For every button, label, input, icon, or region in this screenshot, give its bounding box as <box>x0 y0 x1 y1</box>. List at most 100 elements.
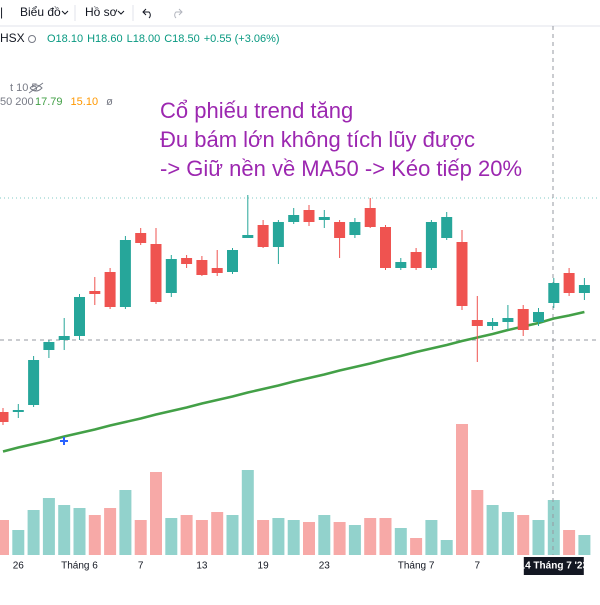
candle-body <box>211 268 223 273</box>
toolbar <box>0 0 600 26</box>
volume-bar <box>563 530 576 555</box>
x-tick-label: 23 <box>319 561 331 572</box>
volume-bar <box>425 520 438 555</box>
volume-bar <box>410 538 423 555</box>
volume-bar <box>364 518 377 555</box>
x-tick-label: 14 Tháng 7 '23 <box>520 561 589 572</box>
volume-bar <box>0 520 9 555</box>
x-tick-label: 13 <box>196 561 208 572</box>
candle-body <box>28 360 40 405</box>
candle-body <box>89 291 101 294</box>
ohlc-value: L18.00 <box>127 33 161 45</box>
ohlc-value: C18.50 <box>164 33 199 45</box>
x-tick-label: 7 <box>138 561 144 572</box>
volume-bar <box>287 520 300 555</box>
volume-bar <box>440 540 453 555</box>
x-tick-label: 19 <box>258 561 270 572</box>
annotation: Cổ phiếu trend tăng <box>160 98 353 123</box>
candle-body <box>303 210 315 222</box>
volume-bar <box>42 498 55 555</box>
chevron <box>117 10 125 15</box>
volume-bar <box>73 508 86 555</box>
candle-body <box>502 318 514 322</box>
candle-body <box>410 252 422 268</box>
undo-button[interactable] <box>142 8 151 19</box>
ma-indicator: 50 200 <box>0 96 34 108</box>
candle-body <box>196 260 208 275</box>
candle-body <box>257 225 269 247</box>
volume-bar <box>241 470 254 555</box>
volume-indicator: t 10 5 <box>10 82 38 94</box>
volume-bar <box>119 490 132 555</box>
volume-bar <box>195 520 208 555</box>
candle-body <box>150 244 162 302</box>
volume-bar <box>532 520 545 555</box>
x-tick-label: 26 <box>13 561 25 572</box>
candle-body <box>456 242 468 306</box>
annotation: Đu bám lớn không tích lũy được <box>160 127 475 152</box>
crosshair-marker <box>60 437 68 445</box>
ma-value: 17.79 <box>35 96 63 108</box>
volume-bar <box>517 515 530 555</box>
annotation: -> Giữ nền về MA50 -> Kéo tiếp 20% <box>160 156 522 181</box>
volume-bar <box>226 515 239 555</box>
candle-body <box>578 285 590 293</box>
volume-bar <box>547 500 560 555</box>
ohlc-value: +0.55 (+3.06%) <box>204 33 280 45</box>
candle-body <box>471 320 483 326</box>
volume-bar <box>471 490 484 555</box>
volume-bar <box>58 505 71 555</box>
candle-body <box>181 258 193 264</box>
candle-body <box>104 272 116 307</box>
candle-body <box>242 235 254 238</box>
volume-bar <box>333 522 346 555</box>
toolbar-profile-menu[interactable]: Hồ sơ <box>85 5 118 19</box>
candle-body <box>349 222 361 235</box>
ma50-line <box>2 310 585 453</box>
x-tick-label: Tháng 7 <box>398 561 435 572</box>
volume-bar <box>27 510 40 555</box>
volume-bar <box>104 508 117 555</box>
candle-body <box>135 233 147 243</box>
volume-bar <box>165 518 178 555</box>
candle-body <box>227 250 238 272</box>
candle-body <box>517 309 529 330</box>
ohlc-value: O18.10 <box>47 33 83 45</box>
candle-body <box>487 322 499 326</box>
volume-bar <box>318 515 331 555</box>
ohlc-value: H18.60 <box>87 33 122 45</box>
candle-body <box>12 410 24 412</box>
candle-body <box>425 222 437 268</box>
candle-body <box>318 217 330 220</box>
ma-value: 15.10 <box>71 96 99 108</box>
volume-bar <box>12 530 25 555</box>
time-axis <box>0 555 600 600</box>
toolbar-chart-menu[interactable]: Biểu đồ <box>20 5 61 19</box>
x-tick-label: 7 <box>475 561 481 572</box>
candle-body <box>533 312 544 322</box>
candle-body <box>548 283 560 303</box>
candle-body <box>272 222 284 247</box>
candle-body <box>380 227 391 268</box>
candle-body <box>119 240 131 307</box>
volume-bar <box>180 515 193 555</box>
redo-button[interactable] <box>174 8 183 19</box>
volume-bar <box>257 520 270 555</box>
volume-bar <box>88 515 101 555</box>
candle-body <box>364 208 376 227</box>
volume-bar <box>272 518 285 555</box>
volume-bar <box>486 505 499 555</box>
hide-icon[interactable] <box>28 82 44 94</box>
plot-area <box>0 26 600 555</box>
x-tick-label: Tháng 6 <box>61 561 98 572</box>
toolbar-fragment: | <box>0 5 3 19</box>
volume-bar <box>501 512 514 555</box>
chevron <box>61 10 69 15</box>
volume-bar <box>456 424 468 555</box>
candle-body <box>395 262 407 268</box>
candle-body <box>441 217 453 238</box>
candle-body <box>334 222 346 238</box>
status-dot <box>28 35 36 43</box>
candle-body <box>165 259 177 293</box>
